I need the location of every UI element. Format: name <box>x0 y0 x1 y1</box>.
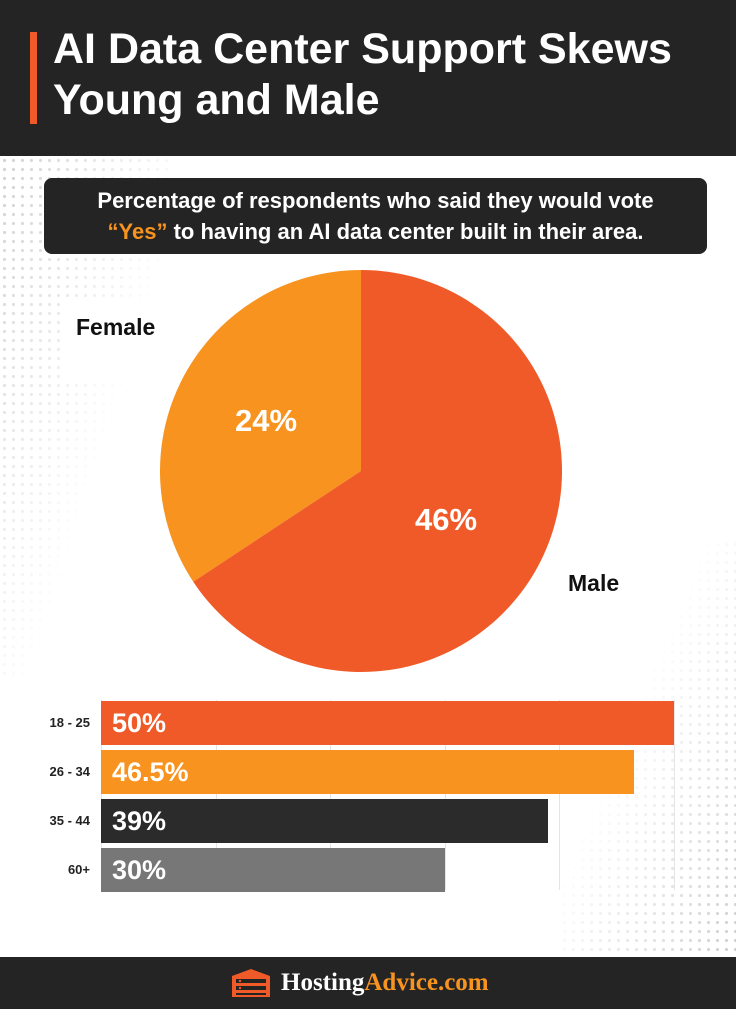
page-title: AI Data Center Support Skews Young and M… <box>53 24 723 126</box>
bar-row-35-44: 35 - 44 39% <box>0 799 736 843</box>
bar-35-44 <box>101 799 548 843</box>
subtitle-yes: “Yes” <box>107 219 168 244</box>
gridline <box>445 700 446 890</box>
bar-26-34 <box>101 750 634 794</box>
pie-value-female: 24% <box>235 403 297 438</box>
gridline <box>101 700 102 890</box>
bar-category-label: 60+ <box>67 862 90 877</box>
bar-category-label: 26 - 34 <box>49 764 90 779</box>
server-rack-icon <box>232 969 270 997</box>
male-label-box <box>540 560 670 635</box>
header: AI Data Center Support Skews Young and M… <box>0 0 736 156</box>
pie-category-female: Female <box>76 314 156 340</box>
bar-value-label: 50% <box>112 708 167 738</box>
bar-category-label: 35 - 44 <box>49 813 90 828</box>
age-bar-chart: 18 - 25 50% 26 - 34 46.5% 35 - 44 39% 60… <box>0 690 736 900</box>
bar-value-label: 39% <box>112 806 167 836</box>
bar-18-25 <box>101 701 674 745</box>
pie-chart: 24% 46% <box>160 270 562 672</box>
gridline <box>216 700 217 890</box>
subtitle-line-2: “Yes” to having an AI data center built … <box>44 216 707 247</box>
brand-logo[interactable]: HostingAdvice.com <box>281 969 489 997</box>
brand-part-1: Hosting <box>281 969 365 996</box>
gridline <box>674 700 675 890</box>
chart-subtitle: Percentage of respondents who said they … <box>44 178 707 254</box>
subtitle-line-2-rest: to having an AI data center built in the… <box>167 219 644 244</box>
gridline <box>559 700 560 890</box>
bar-value-label: 30% <box>112 855 167 885</box>
brand-part-2: Advice.com <box>364 969 489 996</box>
female-label-box <box>60 300 190 380</box>
subtitle-line-1: Percentage of respondents who said they … <box>97 188 654 213</box>
pie-value-male: 46% <box>415 502 477 537</box>
bar-row-18-25: 18 - 25 50% <box>0 701 736 745</box>
bar-row-26-34: 26 - 34 46.5% <box>0 750 736 794</box>
pie-slice-female <box>160 270 361 582</box>
pie-category-male: Male <box>568 570 620 596</box>
bar-category-label: 18 - 25 <box>49 715 90 730</box>
gridline <box>330 700 331 890</box>
title-line-2: Young and Male <box>53 76 380 124</box>
bar-60-plus <box>101 848 445 892</box>
title-line-1: AI Data Center Support Skews <box>53 25 672 73</box>
title-accent-bar <box>30 32 37 124</box>
pie-slice-male <box>193 270 562 672</box>
bar-value-label: 46.5% <box>112 757 189 787</box>
footer: HostingAdvice.com <box>0 957 736 1009</box>
bar-row-60-plus: 60+ 30% <box>0 848 736 892</box>
